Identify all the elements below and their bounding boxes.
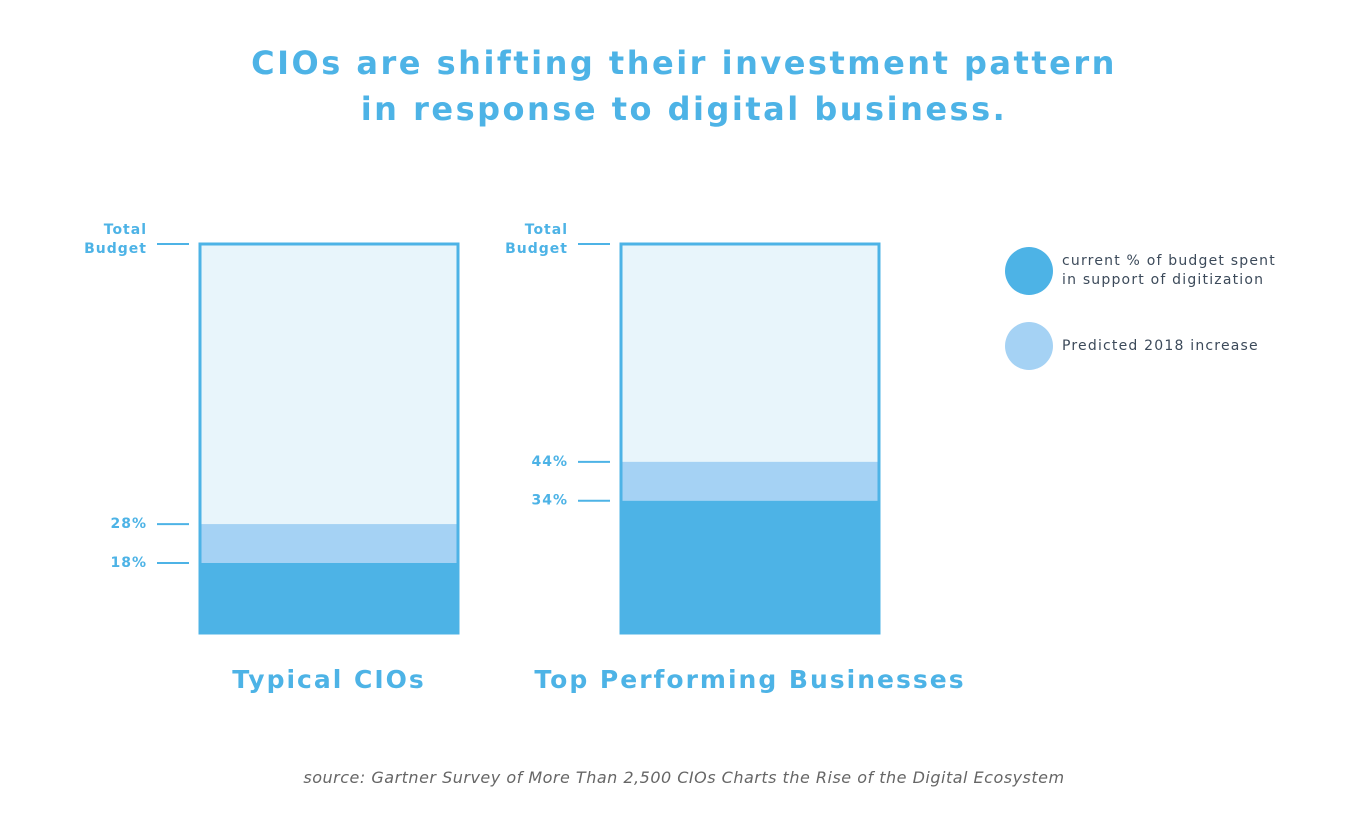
bar-outline-1 — [619, 242, 881, 635]
legend-label-predicted: Predicted 2018 increase — [1062, 337, 1259, 354]
legend-item-predicted: Predicted 2018 increase — [1005, 322, 1259, 370]
bar-current-1 — [621, 500, 879, 633]
legend-item-current: current % of budget spent in support of … — [1005, 247, 1276, 295]
total-budget-label-1: Total Budget — [505, 222, 568, 257]
predicted-tick-label-0: 28% — [110, 516, 147, 532]
chart-title-line-2: in response to digital business. — [360, 90, 1008, 128]
bar-predicted-increase-0 — [200, 524, 458, 563]
legend-swatch-current — [1005, 247, 1053, 295]
category-label-1: Top Performing Businesses — [534, 665, 965, 694]
current-tick-label-0: 18% — [110, 555, 147, 571]
legend-swatch-predicted — [1005, 322, 1053, 370]
category-label-0: Typical CIOs — [232, 665, 426, 694]
bar-outline-0 — [198, 242, 460, 635]
chart-title-line-1: CIOs are shifting their investment patte… — [251, 44, 1117, 82]
bar-predicted-increase-1 — [621, 461, 879, 501]
current-tick-label-1: 34% — [531, 493, 568, 509]
bar-current-0 — [200, 562, 458, 633]
total-budget-label-0: Total Budget — [84, 222, 147, 257]
predicted-tick-label-1: 44% — [531, 454, 568, 470]
legend-label-current: current % of budget spent in support of … — [1062, 253, 1276, 288]
source-note: source: Gartner Survey of More Than 2,50… — [303, 768, 1065, 787]
chart-title: CIOs are shifting their investment patte… — [0, 40, 1368, 132]
